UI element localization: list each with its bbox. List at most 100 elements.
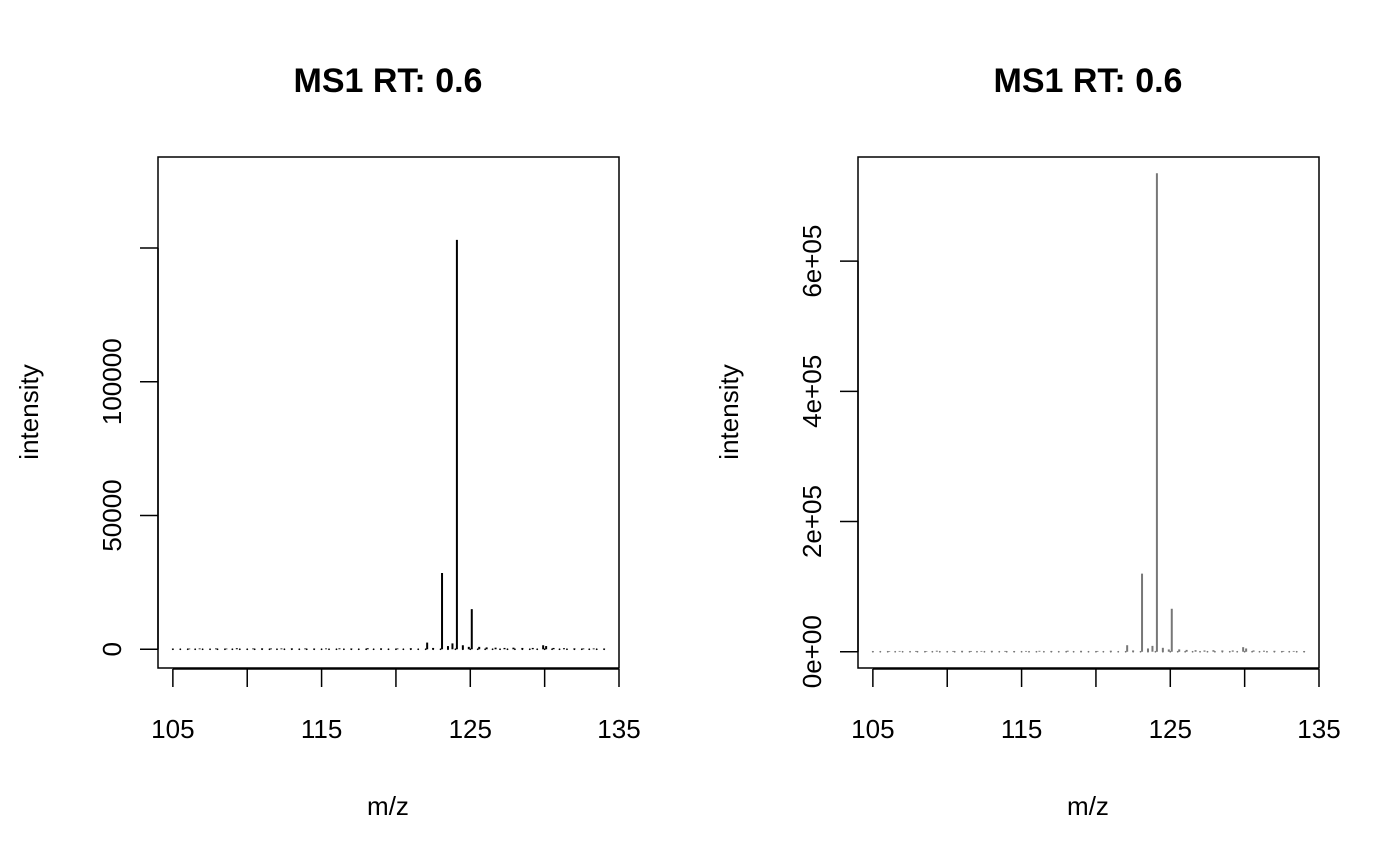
x-tick-label: 115 bbox=[301, 714, 342, 744]
y-tick-label: 0e+00 bbox=[797, 615, 827, 688]
x-tick-label: 105 bbox=[151, 714, 194, 744]
baseline-point bbox=[551, 648, 553, 651]
baseline-point bbox=[1095, 650, 1097, 653]
baseline-point bbox=[283, 648, 286, 651]
baseline-point bbox=[1005, 650, 1008, 653]
x-axis: 105 115 125 135 bbox=[151, 668, 641, 744]
baseline-point bbox=[380, 648, 382, 651]
baseline-point bbox=[194, 648, 197, 651]
y-tick-label: 2e+05 bbox=[797, 485, 827, 558]
baseline-point bbox=[1057, 650, 1060, 653]
baseline-point bbox=[261, 648, 263, 651]
baseline-point bbox=[931, 650, 934, 653]
baseline-point bbox=[871, 650, 874, 653]
baseline-point bbox=[1065, 650, 1068, 653]
baseline-point bbox=[1228, 650, 1231, 653]
baseline-point bbox=[1117, 650, 1120, 653]
baseline-point bbox=[1161, 650, 1164, 653]
baseline-point bbox=[916, 650, 919, 653]
baseline-point bbox=[417, 648, 420, 651]
x-tick-label: 135 bbox=[597, 714, 640, 744]
x-axis-label: m/z bbox=[367, 791, 409, 821]
baseline-point bbox=[484, 648, 487, 651]
baseline-point bbox=[976, 650, 978, 653]
baseline-point bbox=[476, 648, 479, 651]
baseline-point bbox=[461, 648, 464, 651]
baseline-point bbox=[998, 650, 1001, 653]
y-tick-label: 6e+05 bbox=[797, 225, 827, 298]
baseline-point bbox=[1280, 650, 1283, 653]
x-tick-label: 135 bbox=[1297, 714, 1340, 744]
baseline-point bbox=[566, 648, 568, 651]
baseline-point bbox=[580, 648, 583, 651]
baseline-point bbox=[1199, 650, 1201, 653]
y-axis-label: intensity bbox=[714, 364, 744, 459]
baseline-point bbox=[402, 648, 405, 651]
baseline-point bbox=[595, 648, 598, 651]
baseline-point bbox=[961, 650, 963, 653]
baseline-point bbox=[439, 648, 442, 651]
y-axis: 0e+00 2e+05 4e+05 6e+05 bbox=[797, 225, 859, 688]
y-tick-label: 0 bbox=[97, 642, 127, 656]
baseline-point bbox=[573, 648, 576, 651]
baseline-point bbox=[253, 648, 256, 651]
x-tick-label: 105 bbox=[851, 714, 894, 744]
y-axis: 0 50000 100000 bbox=[97, 247, 159, 657]
baseline-point bbox=[328, 648, 330, 651]
baseline-point bbox=[536, 648, 539, 651]
baseline-point bbox=[365, 648, 368, 651]
baseline-point bbox=[1028, 650, 1030, 653]
baseline-point bbox=[894, 650, 897, 653]
baseline-point bbox=[1035, 650, 1038, 653]
peaks bbox=[171, 239, 606, 650]
baseline-point bbox=[543, 648, 546, 651]
baseline-point bbox=[1303, 650, 1306, 653]
baseline-point bbox=[1013, 650, 1016, 653]
baseline-point bbox=[514, 648, 516, 651]
baseline-point bbox=[238, 648, 241, 651]
y-axis-label: intensity bbox=[14, 364, 44, 459]
baseline-point bbox=[424, 648, 427, 651]
y-tick-label: 100000 bbox=[97, 338, 127, 425]
baseline-point bbox=[313, 648, 316, 651]
baseline-point bbox=[395, 648, 397, 651]
baseline-point bbox=[209, 648, 211, 651]
baseline-point bbox=[305, 648, 308, 651]
baseline-point bbox=[298, 648, 301, 651]
baseline-point bbox=[1251, 650, 1253, 653]
baseline-point bbox=[387, 648, 390, 651]
x-tick-label: 125 bbox=[449, 714, 492, 744]
baseline-point bbox=[201, 648, 204, 651]
baseline-point bbox=[938, 650, 941, 653]
x-axis: 105 115 125 135 bbox=[851, 668, 1341, 744]
baseline-point bbox=[1176, 650, 1179, 653]
baseline-point bbox=[320, 648, 323, 651]
baseline-point bbox=[1147, 650, 1149, 653]
baseline-point bbox=[1184, 650, 1187, 653]
baseline-point bbox=[953, 650, 956, 653]
baseline-point bbox=[224, 648, 226, 651]
baseline-point bbox=[1109, 650, 1112, 653]
baseline-point bbox=[469, 648, 472, 651]
baseline-point bbox=[521, 648, 524, 651]
baseline-point bbox=[1221, 650, 1224, 653]
baseline-point bbox=[186, 648, 189, 651]
baseline-point bbox=[1072, 650, 1075, 653]
spectrum-panel-left: MS1 RT: 0.6 m/z intensity 105 115 125 135 0… bbox=[14, 62, 641, 821]
y-tick-label: 4e+05 bbox=[797, 355, 827, 428]
baseline-point bbox=[506, 648, 509, 651]
baseline-point bbox=[603, 648, 606, 651]
baseline-point bbox=[372, 648, 375, 651]
baseline-point bbox=[276, 648, 278, 651]
baseline-point bbox=[357, 648, 360, 651]
baseline-point bbox=[179, 648, 182, 651]
baseline-point bbox=[409, 648, 412, 651]
baseline-point bbox=[447, 648, 449, 651]
baseline-point bbox=[588, 648, 591, 651]
baseline-point bbox=[231, 648, 234, 651]
baseline-point bbox=[983, 650, 986, 653]
baseline-point bbox=[1288, 650, 1291, 653]
baseline-point bbox=[558, 648, 561, 651]
baseline-point bbox=[1258, 650, 1261, 653]
